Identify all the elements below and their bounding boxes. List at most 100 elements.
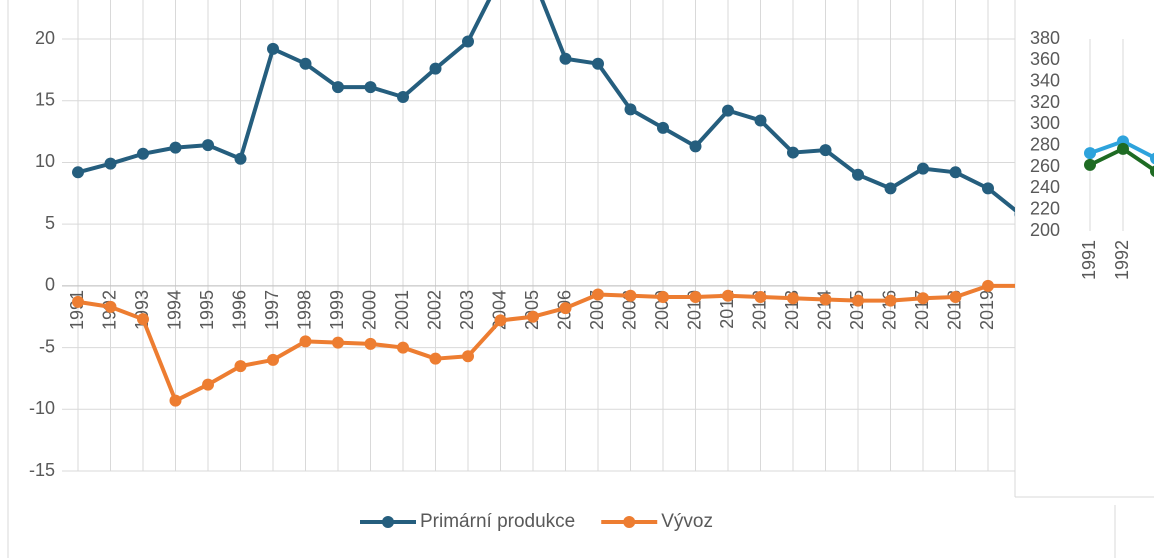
data-point (1014, 211, 1015, 217)
data-point (299, 57, 312, 70)
data-point (364, 81, 377, 94)
data-point (104, 300, 117, 313)
series-line (77, 0, 1015, 213)
x-tick-label: 1996 (229, 290, 249, 330)
data-point (494, 314, 507, 327)
x-tick-label: 2003 (457, 290, 477, 330)
legend-marker (382, 516, 394, 528)
x-tick-label: 1995 (197, 290, 217, 330)
x-tick-label: 1991 (67, 290, 87, 330)
data-point (949, 166, 962, 179)
data-point (137, 313, 149, 326)
data-point (104, 157, 117, 170)
y-tick-label: 200 (1030, 220, 1060, 240)
y-tick-label: 240 (1030, 177, 1060, 197)
data-point (819, 293, 832, 306)
data-point (689, 140, 702, 153)
data-point (754, 114, 767, 127)
x-tick-label: 2002 (424, 290, 444, 330)
data-point (429, 352, 442, 365)
y-tick-label: -15 (29, 460, 55, 480)
data-point (592, 288, 604, 301)
data-point (429, 62, 442, 75)
y-tick-label: 340 (1030, 70, 1060, 90)
y-tick-label: 5 (45, 213, 55, 233)
data-point (624, 289, 637, 302)
data-point (1084, 147, 1096, 160)
x-tick-label: 1991 (1079, 240, 1099, 280)
x-tick-label: 2000 (359, 290, 379, 330)
data-point (234, 152, 247, 165)
data-point (982, 182, 994, 195)
data-point (884, 294, 897, 307)
x-tick-label: 2005 (522, 290, 542, 330)
data-point (137, 147, 149, 160)
data-point (917, 162, 929, 175)
y-tick-label: 260 (1030, 156, 1060, 176)
legend: Primární produkce Vývoz (360, 511, 713, 532)
data-point (787, 292, 799, 305)
data-point (169, 394, 182, 407)
main-chart: -15-10-505101520199119921993199419951996… (29, 0, 1015, 480)
legend-label: Primární produkce (420, 511, 575, 532)
data-point (462, 35, 474, 48)
y-tick-label: 360 (1030, 49, 1060, 69)
data-point (1014, 283, 1015, 289)
data-point (722, 104, 734, 117)
x-tick-label: 1999 (327, 290, 347, 330)
data-point (982, 279, 994, 292)
y-tick-label: 20 (35, 28, 55, 48)
data-point (657, 290, 669, 303)
data-point (299, 335, 312, 348)
y-tick-label: 10 (35, 151, 55, 171)
y-tick-label: 15 (35, 89, 55, 109)
data-point (202, 378, 214, 391)
data-point (559, 302, 572, 315)
data-point (462, 350, 474, 363)
data-point (917, 292, 929, 305)
y-tick-label: 0 (45, 275, 55, 295)
y-tick-label: 300 (1030, 113, 1060, 133)
y-tick-label: 320 (1030, 92, 1060, 112)
data-point (657, 121, 669, 134)
data-point (884, 182, 897, 195)
data-point (1150, 152, 1154, 165)
x-tick-label: 2007 (587, 290, 607, 330)
y-tick-label: 380 (1030, 28, 1060, 48)
data-point (787, 146, 799, 159)
data-point (1150, 165, 1154, 177)
data-point (722, 289, 734, 302)
data-point (689, 290, 702, 303)
x-tick-label: 1994 (164, 290, 184, 330)
data-point (234, 360, 247, 373)
x-tick-label: 2019 (977, 290, 997, 330)
data-point (267, 42, 279, 55)
data-point (754, 290, 767, 303)
data-point (559, 52, 572, 65)
data-point (592, 57, 604, 70)
data-point (624, 103, 637, 116)
data-point (527, 310, 539, 323)
data-point (267, 353, 279, 366)
data-point (169, 141, 182, 154)
data-point (397, 91, 409, 104)
y-tick-label: -5 (39, 336, 55, 356)
y-tick-label: -10 (29, 398, 55, 418)
data-point (72, 295, 84, 308)
x-tick-label: 2001 (392, 290, 412, 330)
data-point (852, 294, 864, 307)
data-point (1117, 142, 1129, 155)
x-tick-label: 1998 (294, 290, 314, 330)
legend-label: Vývoz (661, 511, 713, 532)
x-tick-label: 1992 (1112, 240, 1132, 280)
data-point (72, 166, 84, 179)
y-tick-label: 280 (1030, 134, 1060, 154)
data-point (364, 337, 377, 350)
data-point (332, 81, 344, 94)
data-point (332, 336, 344, 349)
data-point (1084, 158, 1096, 171)
legend-marker (623, 516, 636, 528)
data-point (397, 341, 409, 354)
